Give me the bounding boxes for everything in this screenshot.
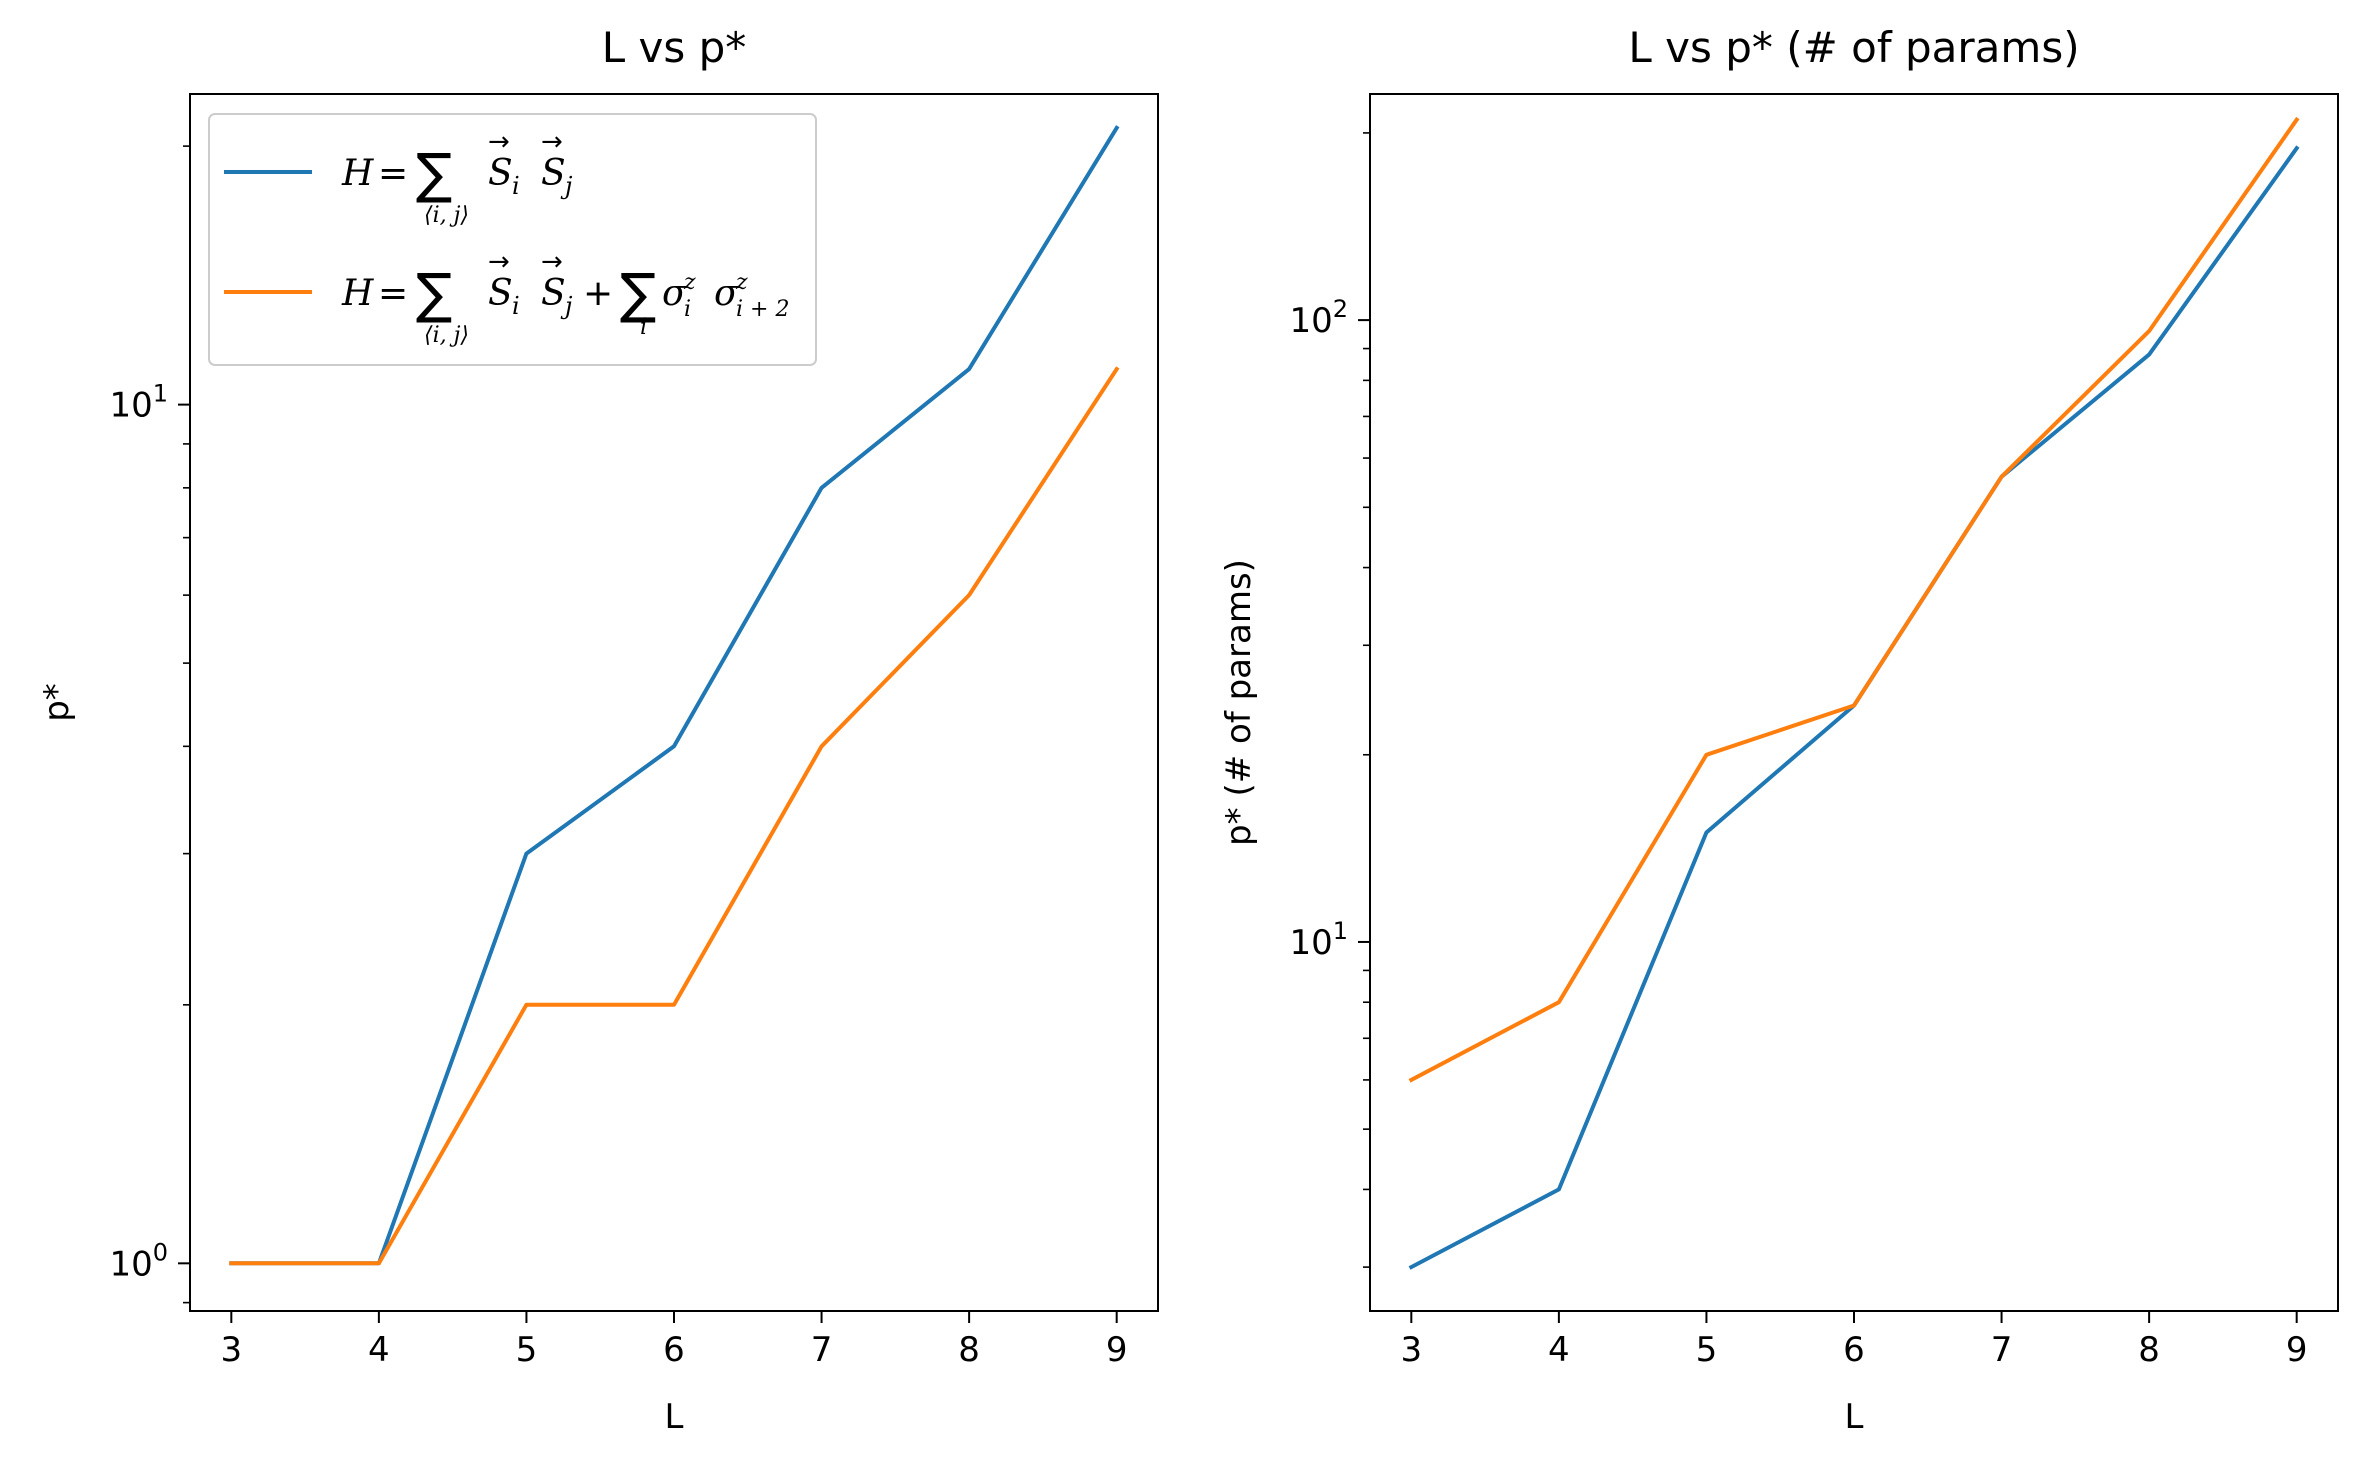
y-axis-label: p* (37, 683, 77, 722)
x-tick-label: 5 (1696, 1330, 1718, 1370)
legend-sum-2-index: i (640, 315, 647, 340)
x-tick-label: 9 (1106, 1330, 1128, 1370)
legend-symbol-h: H (341, 273, 374, 314)
x-tick-label: 7 (811, 1330, 833, 1370)
x-tick-label: 3 (1400, 1330, 1422, 1370)
x-tick-label: 6 (663, 1330, 685, 1370)
y-tick-exponent: 1 (1333, 917, 1348, 945)
legend-spin-j: S (541, 153, 566, 194)
x-tick-label: 3 (220, 1330, 242, 1370)
y-tick-label: 101 (1289, 917, 1348, 963)
legend-spin-i: S (488, 273, 513, 314)
legend-equals: = (378, 273, 408, 314)
legend-sigma-b-sub: i + 2 (736, 297, 789, 322)
x-axis-label: L (1845, 1397, 1864, 1437)
y-tick-label: 100 (109, 1238, 168, 1284)
chart-title: L vs p* (# of params) (1628, 23, 2079, 72)
y-tick-base: 10 (1289, 301, 1332, 341)
y-tick-exponent: 1 (153, 380, 168, 408)
legend-sigma-a: σ (662, 273, 688, 314)
x-tick-label: 9 (2286, 1330, 2308, 1370)
legend-arrow-i: → (488, 247, 510, 277)
legend-label-0: H = ∑⟨i, j⟩S→i S→j (341, 127, 573, 228)
series-line-1 (229, 366, 1120, 1266)
series-line-1 (1408, 116, 2300, 1083)
legend-symbol-h: H (341, 153, 374, 194)
legend-sum-index: ⟨i, j⟩ (424, 323, 469, 348)
x-tick-label: 5 (516, 1330, 538, 1370)
series-line-0 (1408, 145, 2300, 1270)
legend-spin-i: S (488, 153, 513, 194)
legend-sum-index: ⟨i, j⟩ (424, 203, 469, 228)
legend-spin-j: S (541, 273, 566, 314)
legend-sum: ∑ (416, 142, 452, 205)
legend-arrow-i: → (488, 127, 510, 157)
legend-plus: + (583, 273, 613, 314)
legend-sigma-b: σ (714, 273, 740, 314)
x-tick-label: 8 (958, 1330, 980, 1370)
x-axis-label: L (665, 1397, 684, 1437)
legend-sum: ∑ (416, 262, 452, 325)
chart-title: L vs p* (602, 23, 747, 72)
axes-frame (189, 93, 1159, 1312)
x-tick-label: 6 (1843, 1330, 1865, 1370)
y-tick-base: 10 (109, 1244, 152, 1284)
legend-sigma-a-sup: z (683, 270, 696, 295)
legend-sigma-a-sub: i (684, 297, 691, 322)
y-tick-base: 10 (109, 386, 152, 426)
x-tick-label: 4 (1548, 1330, 1570, 1370)
legend-arrow-j: → (541, 247, 563, 277)
legend-equals: = (378, 153, 408, 194)
legend-sum-2: ∑ (620, 262, 656, 325)
legend-sub-i: i (512, 292, 520, 320)
y-tick-label: 102 (1289, 295, 1348, 341)
x-tick-label: 7 (1991, 1330, 2013, 1370)
y-tick-exponent: 2 (1333, 295, 1348, 323)
legend-frame (208, 113, 817, 366)
y-tick-exponent: 0 (153, 1238, 168, 1266)
legend-arrow-j: → (541, 127, 563, 157)
y-tick-base: 10 (1289, 923, 1332, 963)
legend-sigma-b-sup: z (735, 270, 748, 295)
x-tick-label: 8 (2138, 1330, 2160, 1370)
y-tick-label: 101 (109, 380, 168, 426)
y-axis-label: p* (# of params) (1219, 559, 1259, 846)
legend-sub-i: i (512, 172, 520, 200)
axes-frame (1369, 93, 2339, 1312)
x-tick-label: 4 (368, 1330, 390, 1370)
